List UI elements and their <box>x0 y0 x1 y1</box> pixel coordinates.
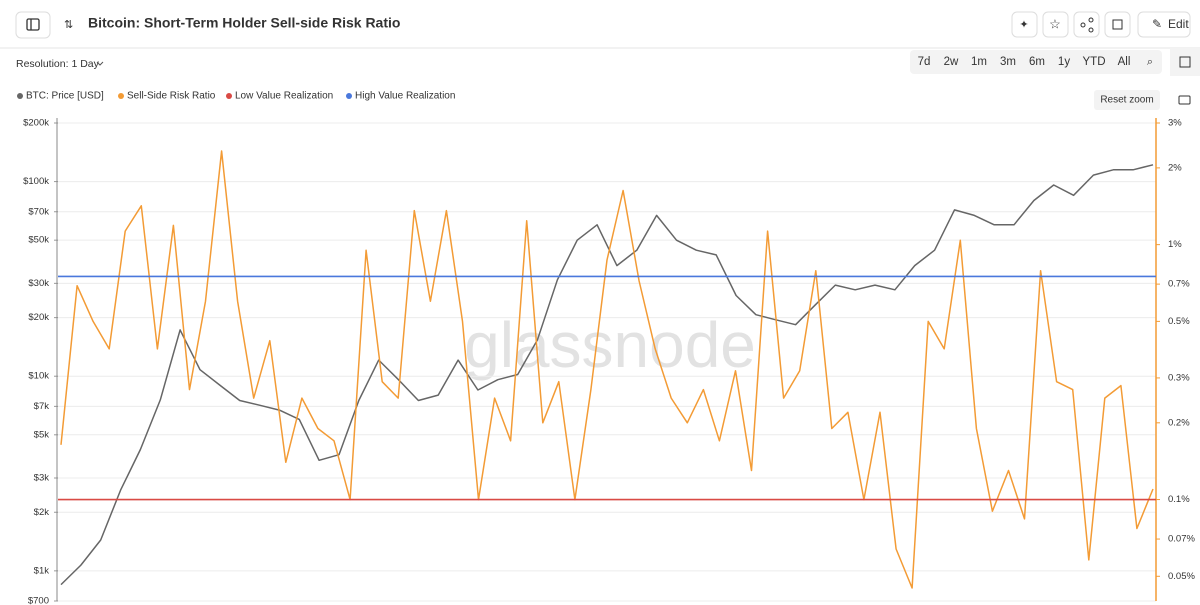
sidebar-icon <box>26 18 40 31</box>
y2-tick-label: 0.1% <box>1168 494 1190 505</box>
range-button[interactable]: 6m <box>1029 56 1045 68</box>
sort-icon[interactable]: ⇅ <box>64 19 73 31</box>
y2-tick-label: 0.05% <box>1168 571 1195 582</box>
y-tick-label: $70k <box>28 206 49 217</box>
y-tick-label: $1k <box>34 565 50 576</box>
resolution-select[interactable]: Resolution: 1 Day <box>16 58 100 70</box>
y2-tick-label: 3% <box>1168 118 1182 129</box>
watermark: glassnode <box>464 309 756 381</box>
edit-label: Edit <box>1168 17 1189 31</box>
y2-tick-label: 0.07% <box>1168 534 1195 545</box>
y-tick-label: $7k <box>34 401 50 412</box>
legend-label[interactable]: High Value Realization <box>355 91 455 102</box>
range-button[interactable]: YTD <box>1083 56 1106 68</box>
reset-zoom-label: Reset zoom <box>1100 95 1153 106</box>
y-tick-label: $30k <box>28 278 49 289</box>
y2-tick-label: 2% <box>1168 162 1182 173</box>
reset-zoom-button[interactable] <box>1094 90 1160 110</box>
range-button[interactable]: 2w <box>944 56 959 68</box>
y-tick-label: $2k <box>34 507 50 518</box>
range-button[interactable]: All <box>1118 56 1131 68</box>
star-button[interactable] <box>1042 11 1069 38</box>
edit-button[interactable] <box>1137 11 1191 38</box>
y2-tick-label: 0.2% <box>1168 417 1190 428</box>
range-button[interactable]: 7d <box>918 56 931 68</box>
share-icon <box>1088 17 1094 23</box>
legend-marker <box>118 93 124 99</box>
range-group <box>910 50 1162 74</box>
y-tick-label: $20k <box>28 312 49 323</box>
range-button[interactable]: 1y <box>1058 56 1070 68</box>
y2-tick-label: 1% <box>1168 239 1182 250</box>
legend-label[interactable]: Low Value Realization <box>235 91 333 102</box>
y2-tick-label: 0.3% <box>1168 372 1190 383</box>
legend-label[interactable]: BTC: Price [USD] <box>26 91 104 102</box>
legend-marker <box>346 93 352 99</box>
y-tick-label: $700 <box>28 596 49 605</box>
ai-button[interactable] <box>1011 11 1038 38</box>
calendar-icon <box>1179 56 1191 68</box>
legend-marker <box>17 93 23 99</box>
zoom-icon[interactable]: ⌕ <box>1147 56 1153 68</box>
y2-tick-label: 0.5% <box>1168 316 1190 327</box>
y-tick-label: $10k <box>28 371 49 382</box>
y-tick-label: $100k <box>23 176 49 187</box>
legend-label[interactable]: Sell-Side Risk Ratio <box>127 91 216 102</box>
chart-title: Bitcoin: Short-Term Holder Sell-side Ris… <box>88 15 400 31</box>
share-button[interactable] <box>1073 11 1100 38</box>
y-tick-label: $200k <box>23 118 49 129</box>
share-icon <box>1088 27 1094 33</box>
calendar-button[interactable] <box>1170 48 1200 76</box>
sidebar-button[interactable] <box>15 11 51 39</box>
series-line <box>60 164 1154 586</box>
camera-icon[interactable] <box>1178 95 1191 105</box>
star-icon: ☆ <box>1049 16 1061 31</box>
header-buttons: ✦ ☆ ✎ Edit <box>1011 11 1191 38</box>
y-tick-label: $50k <box>28 235 49 246</box>
ai-icon: ✦ <box>1019 19 1028 31</box>
edit-icon: ✎ <box>1152 17 1162 31</box>
copy-button[interactable] <box>1104 11 1131 38</box>
range-button[interactable]: 3m <box>1000 56 1016 68</box>
y-tick-label: $5k <box>34 429 50 440</box>
copy-icon <box>1112 19 1123 30</box>
legend-marker <box>226 93 232 99</box>
series-line <box>60 150 1154 589</box>
y2-tick-label: 0.7% <box>1168 279 1190 290</box>
share-icon <box>1080 22 1086 28</box>
dropdown-caret <box>96 61 104 66</box>
range-button[interactable]: 1m <box>971 56 987 68</box>
y-tick-label: $3k <box>34 473 50 484</box>
